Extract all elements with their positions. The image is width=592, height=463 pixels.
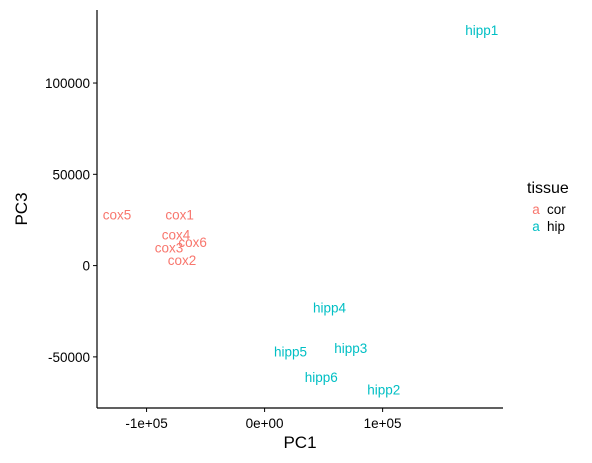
legend-key-cor: a <box>532 202 540 217</box>
data-label-cox4: cox4 <box>162 228 191 243</box>
data-label-hipp5: hipp5 <box>274 344 307 359</box>
y-tick-label-0: -50000 <box>48 350 90 365</box>
x-tick-label-0: -1e+05 <box>125 416 167 431</box>
legend-label-cor: cor <box>547 202 566 217</box>
legend-label-hip: hip <box>547 219 565 234</box>
x-tick-label-1: 0e+00 <box>246 416 284 431</box>
data-label-cox2: cox2 <box>168 253 197 268</box>
data-label-hipp4: hipp4 <box>313 301 347 316</box>
data-label-cox3: cox3 <box>155 240 184 255</box>
data-label-hipp2: hipp2 <box>367 383 400 398</box>
data-label-hipp1: hipp1 <box>465 23 498 38</box>
y-tick-label-3: 100000 <box>45 76 90 91</box>
legend-key-hip: a <box>532 219 540 234</box>
data-label-cox5: cox5 <box>103 207 132 222</box>
x-tick-label-2: 1e+05 <box>364 416 402 431</box>
x-axis-title: PC1 <box>283 433 316 452</box>
x-axis-ticks: -1e+05 0e+00 1e+05 <box>125 408 402 431</box>
data-label-hipp3: hipp3 <box>334 341 367 356</box>
y-tick-label-2: 50000 <box>52 167 90 182</box>
data-label-hipp6: hipp6 <box>305 370 338 385</box>
data-label-cox1: cox1 <box>165 207 194 222</box>
legend-title: tissue <box>527 180 569 197</box>
data-label-cox6: cox6 <box>178 235 207 250</box>
y-axis-ticks: -50000 0 50000 100000 <box>45 76 97 365</box>
y-tick-label-1: 0 <box>82 259 90 274</box>
y-axis-title: PC3 <box>12 192 31 225</box>
